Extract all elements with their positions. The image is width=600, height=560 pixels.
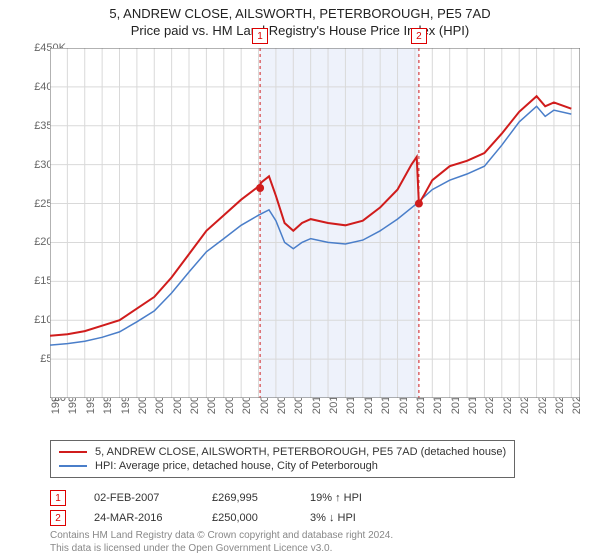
transaction-price: £269,995 (212, 492, 282, 504)
title-line-1: 5, ANDREW CLOSE, AILSWORTH, PETERBOROUGH… (0, 6, 600, 23)
transaction-row: 2 24-MAR-2016 £250,000 3% ↓ HPI (50, 508, 362, 528)
footer-line-2: This data is licensed under the Open Gov… (50, 543, 393, 556)
plot-area: 12 (50, 48, 580, 398)
transaction-date: 02-FEB-2007 (94, 492, 184, 504)
legend-swatch (59, 451, 87, 453)
legend-item: 5, ANDREW CLOSE, AILSWORTH, PETERBOROUGH… (59, 445, 506, 459)
transaction-marker: 1 (50, 490, 66, 506)
chart-title: 5, ANDREW CLOSE, AILSWORTH, PETERBOROUGH… (0, 0, 600, 40)
event-marker: 1 (252, 28, 268, 44)
footer-line-1: Contains HM Land Registry data © Crown c… (50, 530, 393, 543)
transaction-row: 1 02-FEB-2007 £269,995 19% ↑ HPI (50, 488, 362, 508)
transactions-table: 1 02-FEB-2007 £269,995 19% ↑ HPI 2 24-MAR-201… (50, 488, 362, 528)
transaction-date: 24-MAR-2016 (94, 512, 184, 524)
line-chart (50, 48, 580, 398)
legend: 5, ANDREW CLOSE, AILSWORTH, PETERBOROUGH… (50, 440, 515, 478)
legend-label: 5, ANDREW CLOSE, AILSWORTH, PETERBOROUGH… (95, 446, 506, 458)
legend-item: HPI: Average price, detached house, City… (59, 459, 506, 473)
transaction-delta: 19% ↑ HPI (310, 492, 362, 504)
transaction-delta: 3% ↓ HPI (310, 512, 356, 524)
transaction-marker: 2 (50, 510, 66, 526)
title-line-2: Price paid vs. HM Land Registry's House … (0, 23, 600, 40)
transaction-price: £250,000 (212, 512, 282, 524)
chart-container: 5, ANDREW CLOSE, AILSWORTH, PETERBOROUGH… (0, 0, 600, 560)
legend-label: HPI: Average price, detached house, City… (95, 460, 378, 472)
event-marker: 2 (411, 28, 427, 44)
legend-swatch (59, 465, 87, 467)
footer-credits: Contains HM Land Registry data © Crown c… (50, 530, 393, 555)
